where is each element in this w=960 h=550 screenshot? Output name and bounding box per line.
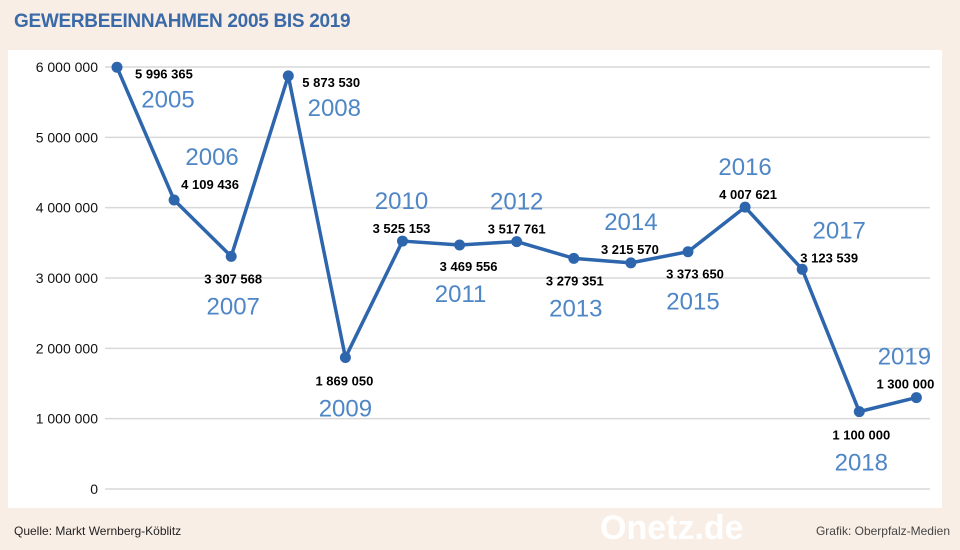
y-tick-label: 1 000 000 xyxy=(36,411,98,427)
credit-note: Grafik: Oberpfalz-Medien xyxy=(815,524,950,538)
chart-title: GEWERBEEINNAHMEN 2005 BIS 2019 xyxy=(14,11,351,32)
data-point xyxy=(853,406,865,418)
x-year-label: 2005 xyxy=(141,86,194,113)
data-point xyxy=(454,239,466,251)
data-label: 3 517 761 xyxy=(488,222,546,237)
data-point xyxy=(282,70,294,82)
source-note: Quelle: Markt Wernberg-Köblitz xyxy=(14,524,182,538)
y-tick-label: 6 000 000 xyxy=(36,59,98,75)
data-label: 5 996 365 xyxy=(135,66,193,81)
x-year-label: 2009 xyxy=(319,396,372,423)
data-label: 3 123 539 xyxy=(800,250,858,265)
y-tick-label: 2 000 000 xyxy=(36,340,98,356)
data-label: 3 307 568 xyxy=(204,271,262,286)
x-year-label: 2013 xyxy=(549,295,602,322)
data-label: 1 300 000 xyxy=(876,377,934,392)
data-label: 3 373 650 xyxy=(666,267,724,282)
data-point xyxy=(111,61,123,73)
x-year-label: 2015 xyxy=(666,289,719,316)
x-year-label: 2016 xyxy=(718,154,771,181)
data-point xyxy=(910,392,922,404)
watermark-logo: Onetz.de xyxy=(600,509,744,547)
data-point xyxy=(568,252,580,264)
data-label: 1 869 050 xyxy=(315,374,373,389)
y-tick-label: 5 000 000 xyxy=(36,129,98,145)
x-year-label: 2008 xyxy=(308,95,361,122)
x-year-label: 2014 xyxy=(604,209,657,236)
data-point xyxy=(682,246,694,258)
data-label: 3 215 570 xyxy=(601,242,659,257)
x-year-label: 2007 xyxy=(207,293,260,320)
x-year-label: 2006 xyxy=(185,144,238,171)
x-year-label: 2017 xyxy=(813,217,866,244)
data-point xyxy=(625,257,637,269)
data-label: 4 007 621 xyxy=(719,187,777,202)
y-tick-label: 4 000 000 xyxy=(36,200,98,216)
data-label: 1 100 000 xyxy=(832,428,890,443)
x-year-label: 2010 xyxy=(375,188,428,215)
data-point xyxy=(397,235,408,247)
data-point xyxy=(739,201,751,213)
data-point xyxy=(511,236,523,248)
y-tick-label: 3 000 000 xyxy=(36,270,98,286)
x-year-label: 2011 xyxy=(435,281,487,308)
data-point xyxy=(168,194,180,206)
data-label: 3 525 153 xyxy=(373,221,431,236)
data-label: 3 279 351 xyxy=(546,273,604,288)
plot-panel xyxy=(8,50,942,508)
x-year-label: 2019 xyxy=(878,344,931,371)
y-tick-label: 0 xyxy=(90,481,98,497)
data-label: 3 469 556 xyxy=(440,259,498,274)
data-point xyxy=(339,352,351,364)
x-year-label: 2012 xyxy=(490,189,543,216)
data-label: 5 873 530 xyxy=(302,75,360,90)
data-point xyxy=(796,263,808,275)
data-point xyxy=(225,250,237,262)
x-year-label: 2018 xyxy=(835,450,888,477)
data-label: 4 109 436 xyxy=(181,177,239,192)
